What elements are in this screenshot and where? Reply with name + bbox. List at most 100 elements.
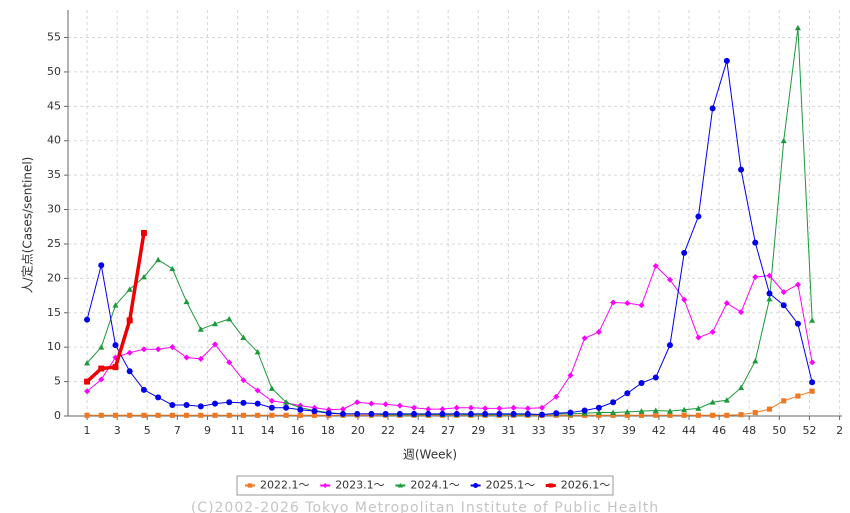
point: [524, 410, 531, 417]
point: [624, 390, 631, 397]
point: [681, 412, 687, 418]
y-tick-label: 25: [47, 237, 61, 250]
series-line: [87, 390, 813, 416]
point: [198, 412, 204, 418]
point: [382, 410, 389, 417]
point: [667, 412, 673, 418]
point: [325, 410, 332, 417]
point: [84, 412, 90, 418]
point: [140, 386, 147, 393]
point: [112, 302, 119, 308]
x-tick-label: 11: [231, 424, 245, 437]
point: [155, 256, 162, 263]
point: [638, 302, 645, 309]
legend-label: 2022.1～: [260, 479, 310, 492]
x-tick-label: 46: [712, 424, 726, 437]
point: [169, 265, 176, 272]
point: [766, 290, 773, 297]
point: [780, 137, 787, 144]
y-tick-label: 40: [47, 134, 61, 147]
point: [197, 403, 204, 410]
point: [666, 276, 673, 283]
point: [781, 398, 787, 404]
point: [254, 387, 261, 394]
point: [723, 57, 730, 64]
x-tick-label: 31: [501, 424, 515, 437]
point: [226, 399, 233, 406]
point: [539, 404, 546, 411]
point: [766, 406, 773, 412]
point: [581, 407, 588, 414]
point: [439, 410, 446, 417]
y-tick-label: 30: [47, 203, 61, 216]
point: [467, 410, 474, 417]
point: [652, 407, 659, 413]
point: [112, 364, 119, 371]
point: [709, 399, 716, 405]
point: [226, 412, 232, 418]
point: [354, 410, 361, 417]
y-tick-label: 20: [47, 271, 61, 284]
point: [652, 262, 659, 269]
point: [666, 408, 673, 414]
point: [126, 286, 133, 292]
point: [98, 344, 105, 350]
point: [183, 354, 190, 361]
point: [212, 320, 219, 327]
y-tick-label: 5: [54, 375, 61, 388]
point: [738, 412, 744, 418]
point: [155, 394, 162, 401]
legend-label: 2025.1～: [486, 479, 535, 492]
point: [126, 368, 133, 375]
point: [794, 320, 801, 327]
point: [780, 289, 787, 296]
series-line: [86, 60, 813, 416]
point: [169, 401, 176, 408]
point: [567, 409, 574, 416]
legend-marker: [322, 483, 328, 488]
series-line: [86, 265, 813, 411]
point: [98, 412, 104, 418]
point: [84, 378, 91, 385]
y-tick-label: 15: [47, 306, 61, 319]
y-tick-label: 35: [47, 168, 61, 181]
point: [112, 412, 119, 418]
point: [197, 326, 204, 332]
legend-marker: [473, 483, 479, 488]
x-tick-label: 29: [471, 424, 485, 437]
point: [155, 346, 162, 353]
point: [482, 410, 489, 417]
point: [809, 359, 816, 366]
point: [638, 408, 645, 414]
point: [411, 404, 418, 411]
point: [453, 404, 460, 411]
x-tick-label: 24: [411, 424, 425, 437]
legend-marker: [548, 483, 553, 488]
x-tick-label: 14: [261, 424, 275, 437]
point: [126, 349, 133, 356]
x-tick-label: 42: [652, 424, 666, 437]
point: [752, 239, 759, 246]
point: [140, 346, 147, 353]
point: [112, 342, 119, 349]
point: [496, 405, 503, 412]
point: [283, 412, 289, 418]
x-tick-label: 22: [381, 424, 395, 437]
legend-label: 2023.1～: [335, 479, 385, 492]
x-tick-label: 27: [441, 424, 455, 437]
point: [269, 412, 275, 418]
point: [141, 412, 147, 418]
point: [184, 412, 190, 418]
point: [710, 412, 716, 418]
point: [595, 404, 602, 411]
x-tick-label: 44: [682, 424, 696, 437]
point: [738, 309, 745, 316]
point: [567, 372, 574, 379]
point: [140, 229, 147, 236]
point: [297, 412, 303, 418]
point: [539, 411, 546, 418]
point: [183, 401, 190, 408]
point: [780, 302, 787, 309]
point: [681, 406, 688, 413]
point: [396, 402, 403, 409]
